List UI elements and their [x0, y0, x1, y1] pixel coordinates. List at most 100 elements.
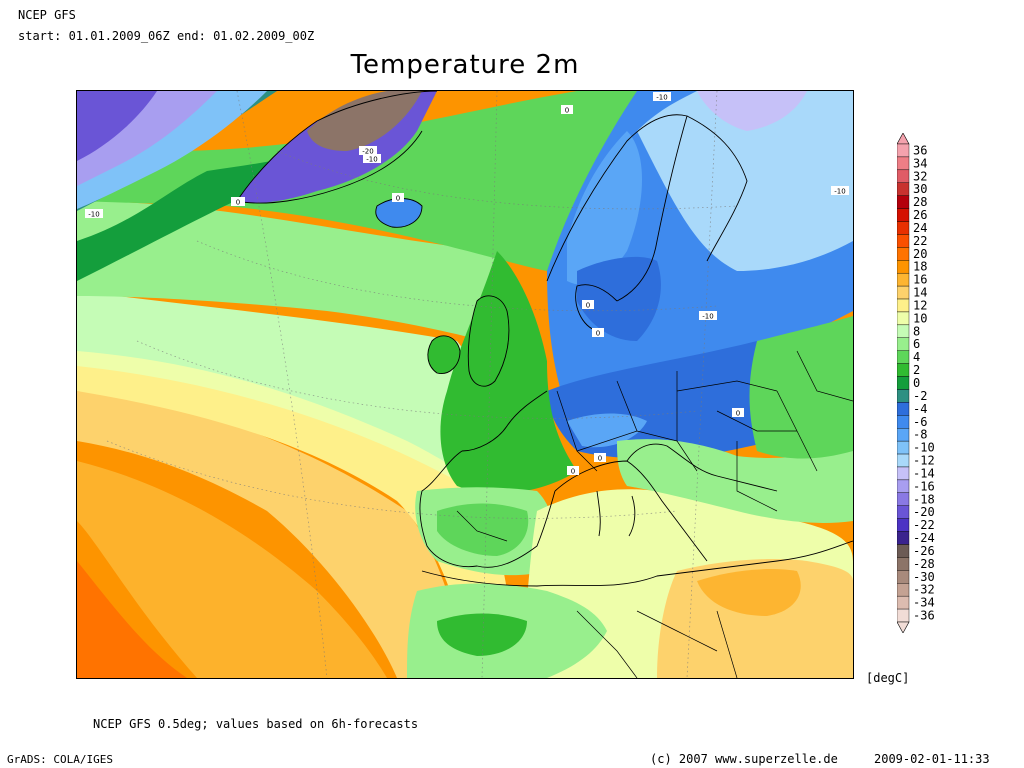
- field-band-6: [77, 201, 547, 361]
- legend-label: -20: [913, 505, 935, 519]
- legend-swatch: [896, 182, 910, 196]
- legend-swatch: [896, 247, 910, 261]
- greenland-core: [307, 91, 422, 151]
- legend-swatch: [896, 143, 910, 158]
- contour-label: 0: [561, 105, 573, 115]
- contour-label: -10: [699, 311, 717, 321]
- legend-swatch: [896, 260, 910, 274]
- map-title: Temperature 2m: [350, 50, 580, 80]
- legend-swatch: [896, 428, 910, 442]
- legend-label: 10: [913, 311, 927, 325]
- field-west-eu-2: [440, 251, 577, 494]
- legend-label: -26: [913, 544, 935, 558]
- contour-label-text: 0: [396, 195, 400, 203]
- contour-label: -10: [653, 92, 671, 102]
- legend-label: 36: [913, 143, 927, 157]
- contour-label-text: -10: [702, 313, 713, 321]
- legend-label: -28: [913, 557, 935, 571]
- legend-arrow-down: [896, 621, 910, 634]
- legend-swatch: [896, 505, 910, 519]
- color-legend: 36 34 32 30 28 26 24 22 20 18 16 14 12 10 8 6 4 2 0 -2 -4 -6-…: [896, 132, 987, 634]
- data-note: NCEP GFS 0.5deg; values based on 6h-fore…: [93, 717, 419, 731]
- legend-swatch: [896, 363, 910, 377]
- legend-swatch: [896, 208, 910, 222]
- field-east-4: [749, 316, 853, 459]
- legend-swatch: [896, 453, 910, 468]
- legend-label: 0: [913, 376, 920, 390]
- legend-label: -32: [913, 583, 935, 597]
- legend-label: -6: [913, 415, 927, 429]
- contour-label-text: 0: [598, 455, 602, 463]
- contour-label: 0: [582, 300, 594, 310]
- legend-label: 6: [913, 337, 920, 351]
- legend-swatch: [896, 402, 910, 416]
- legend-swatch: [896, 324, 910, 338]
- contour-label-text: 0: [236, 199, 240, 207]
- legend-swatch: [896, 337, 910, 351]
- legend-swatch: [896, 531, 910, 545]
- legend-label: 24: [913, 221, 927, 235]
- model-name: NCEP GFS: [18, 8, 76, 22]
- legend-swatch: [896, 518, 910, 532]
- legend-swatch: [896, 544, 910, 558]
- legend-label: -8: [913, 428, 927, 442]
- legend-label: -12: [913, 454, 935, 468]
- legend-label: 16: [913, 273, 927, 287]
- legend-swatch: [896, 440, 910, 455]
- legend-swatch: [896, 466, 910, 481]
- contour-label-text: 0: [736, 410, 740, 418]
- legend-label: 8: [913, 324, 920, 338]
- contour-label-text: -10: [834, 188, 845, 196]
- legend-label: 34: [913, 156, 927, 170]
- legend-swatch: [896, 350, 910, 364]
- field-libya-16: [697, 569, 801, 616]
- legend-unit: [degC]: [866, 671, 910, 685]
- legend-swatch: [896, 595, 910, 610]
- legend-colorbar: 363432302826242220181614121086420-2-4-6-…: [896, 132, 935, 634]
- field-band-14: [77, 391, 467, 678]
- copyright-link[interactable]: (c) 2007 www.superzelle.de: [650, 752, 838, 766]
- legend-label: 26: [913, 208, 927, 222]
- field-italy-balkan-6: [617, 439, 853, 523]
- contour-labels: 0 -10 -20 -10 -10 0 0 -10 -10 0 0 0 0 0: [85, 92, 849, 476]
- contour-label-text: -10: [656, 94, 667, 102]
- legend-label: -18: [913, 492, 935, 506]
- software-credit: GrADS: COLA/IGES: [7, 753, 113, 766]
- contour-label: -10: [85, 209, 103, 219]
- contour-label: 0: [732, 408, 744, 418]
- legend-label: -14: [913, 466, 935, 480]
- field-eu-minus10: [637, 91, 853, 271]
- field-band-20: [77, 561, 187, 678]
- legend-label: 28: [913, 195, 927, 209]
- legend-swatch: [896, 285, 910, 300]
- legend-swatch: [896, 298, 910, 313]
- legend-label: 2: [913, 363, 920, 377]
- contour-label: -10: [831, 186, 849, 196]
- field-iberia-2: [437, 503, 529, 556]
- british-isles: [468, 295, 509, 387]
- contour-label-text: 0: [586, 302, 590, 310]
- field-band-16: [77, 461, 387, 678]
- field-band-8: [77, 291, 517, 480]
- contour-label-text: -20: [362, 148, 373, 156]
- legend-label: 32: [913, 169, 927, 183]
- legend-label: 20: [913, 247, 927, 261]
- legend-label: -30: [913, 570, 935, 584]
- contour-label-text: 0: [571, 468, 575, 476]
- legend-label: -34: [913, 596, 935, 610]
- contour-label-text: -10: [88, 211, 99, 219]
- contour-label: 0: [592, 328, 604, 338]
- legend-label: 18: [913, 260, 927, 274]
- temperature-map[interactable]: 0 -10 -20 -10 -10 0 0 -10 -10 0 0 0 0 0: [76, 90, 854, 679]
- coastlines: [236, 91, 853, 587]
- legend-label: -36: [913, 609, 935, 623]
- graticule: [106, 91, 738, 678]
- legend-label: -2: [913, 389, 927, 403]
- contour-label-text: 0: [596, 330, 600, 338]
- legend-swatch: [896, 389, 910, 403]
- legend-swatch: [896, 234, 910, 248]
- field-band-minus20: [77, 91, 157, 161]
- legend-swatch: [896, 608, 910, 623]
- legend-label: 4: [913, 350, 920, 364]
- generation-timestamp: 2009-02-01-11:33: [874, 752, 990, 766]
